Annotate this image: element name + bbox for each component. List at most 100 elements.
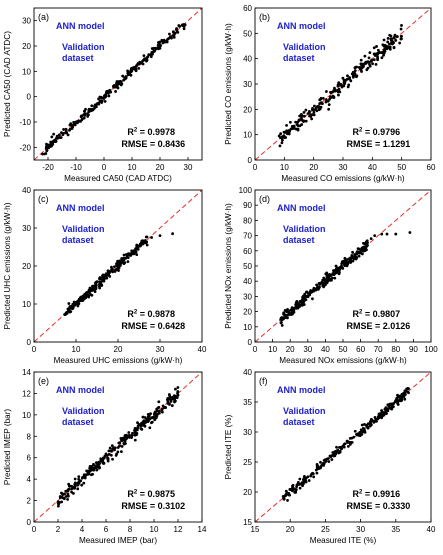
data-point	[287, 311, 291, 315]
data-point	[406, 387, 410, 390]
data-point	[315, 287, 319, 291]
data-point	[356, 433, 359, 437]
y-tick-label: -20	[19, 143, 31, 152]
data-point	[166, 38, 169, 41]
data-point	[67, 302, 71, 305]
data-point	[137, 66, 141, 70]
data-point	[73, 123, 77, 126]
data-point	[394, 39, 398, 42]
x-tick-label: 20	[286, 345, 295, 354]
data-point	[97, 282, 101, 286]
plot-frame	[254, 371, 432, 523]
data-point	[64, 489, 68, 493]
data-point	[82, 481, 86, 485]
y-tick-label: 40	[243, 368, 252, 377]
data-point	[294, 300, 298, 304]
data-point	[136, 425, 140, 429]
data-point	[66, 133, 70, 137]
data-point	[280, 141, 284, 145]
data-point	[396, 403, 400, 406]
data-point	[94, 287, 98, 291]
data-point	[338, 266, 342, 270]
data-point	[144, 235, 148, 239]
data-point	[294, 120, 298, 124]
data-point	[324, 281, 328, 285]
data-point	[79, 115, 83, 119]
data-point	[102, 277, 105, 281]
panel-label: (a)	[38, 12, 49, 22]
y-tick-label: 20	[22, 42, 31, 51]
data-point	[130, 252, 134, 255]
x-tick-label: 30	[339, 163, 348, 172]
data-point	[372, 58, 376, 62]
data-point	[98, 280, 101, 284]
data-point	[71, 486, 75, 490]
x-tick-label: 30	[303, 345, 312, 354]
data-point	[292, 126, 296, 130]
data-point	[367, 56, 371, 60]
data-point	[320, 463, 324, 467]
data-point	[353, 69, 357, 73]
dataset-label: Validation dataset	[283, 406, 326, 427]
data-point	[337, 272, 341, 276]
data-point	[129, 73, 133, 77]
x-tick-label: 40	[321, 345, 330, 354]
y-tick-label: 2	[27, 497, 32, 506]
scatter-points	[41, 23, 187, 156]
data-point	[182, 27, 186, 31]
data-point	[64, 127, 68, 131]
data-point	[72, 300, 76, 304]
data-point	[82, 116, 86, 120]
model-label: ANN model	[56, 203, 105, 213]
data-point	[93, 107, 96, 110]
plot-frame	[33, 371, 203, 523]
scatter-points	[281, 387, 410, 502]
data-point	[110, 265, 113, 269]
x-tick-label: -20	[42, 163, 54, 172]
data-point	[337, 451, 340, 455]
data-point	[172, 394, 176, 398]
data-point	[395, 35, 399, 38]
data-point	[404, 389, 408, 393]
y-tick-label: 8	[27, 432, 32, 441]
data-point	[90, 104, 94, 108]
data-point	[160, 410, 164, 414]
panel-c: 0 10 20 30 40 0 10 20 30 40 Measured UHC emissions…	[3, 186, 207, 365]
data-point	[322, 458, 326, 462]
data-point	[78, 479, 82, 483]
data-point	[388, 406, 392, 410]
data-point	[277, 134, 281, 138]
data-point	[115, 264, 118, 267]
data-point	[132, 251, 136, 254]
data-point	[72, 120, 76, 124]
data-point	[133, 427, 137, 430]
data-point	[124, 76, 128, 80]
data-point	[352, 257, 356, 261]
y-tick-label: 80	[243, 216, 252, 225]
data-point	[105, 274, 108, 278]
data-point	[315, 283, 319, 287]
data-point	[400, 392, 404, 396]
data-point	[366, 60, 370, 64]
data-point	[89, 473, 93, 477]
y-tick-label: 25	[243, 458, 252, 467]
data-point	[166, 396, 170, 400]
y-tick-label: 12	[22, 389, 31, 398]
data-point	[286, 316, 289, 320]
data-point	[328, 274, 331, 278]
data-point	[167, 393, 171, 396]
data-point	[303, 296, 307, 300]
data-point	[120, 82, 124, 86]
data-point	[120, 450, 123, 454]
data-point	[174, 28, 178, 32]
y-axis-label: Predicted NOx emissions (g/kW·h)	[224, 203, 233, 329]
y-tick-label: 10	[22, 67, 31, 76]
data-point	[108, 274, 112, 278]
data-point	[113, 84, 117, 88]
data-point	[76, 483, 80, 486]
x-tick-label: 60	[427, 163, 436, 172]
data-point	[352, 435, 356, 439]
data-point	[122, 253, 126, 257]
